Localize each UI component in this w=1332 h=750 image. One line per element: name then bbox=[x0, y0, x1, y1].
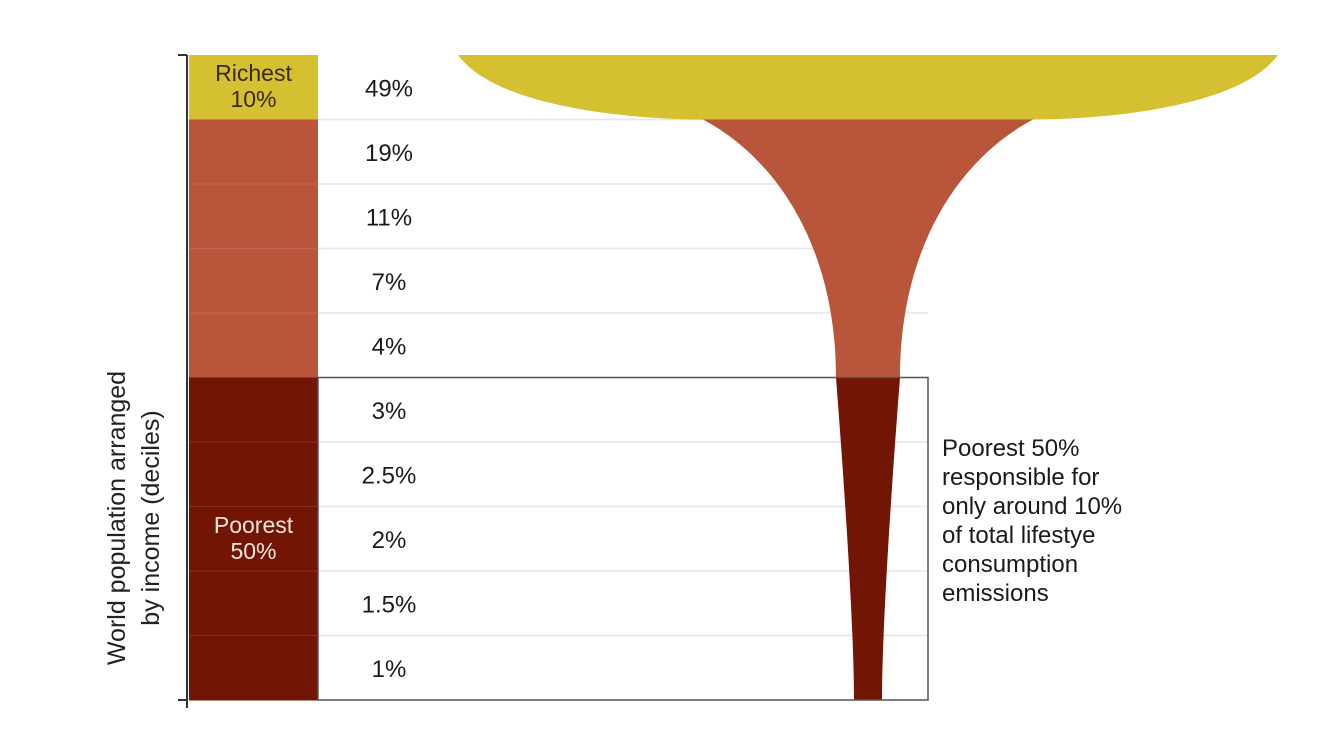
poorest-annotation: Poorest 50% responsible for only around … bbox=[942, 435, 1123, 607]
decile-band bbox=[189, 635, 318, 701]
funnel-segment-poorest bbox=[836, 377, 900, 700]
funnel-segment-middle bbox=[703, 119, 1033, 378]
value-labels: 49% 19% 11% 7% 4% 3% 2.5% 2% 1.5% 1% bbox=[362, 75, 417, 683]
decile-band bbox=[189, 442, 318, 507]
y-axis-label: World population arranged by income (dec… bbox=[103, 370, 165, 666]
value-label: 1.5% bbox=[362, 591, 417, 618]
decile-band bbox=[189, 313, 318, 378]
decile-band bbox=[189, 506, 318, 572]
value-label: 7% bbox=[372, 269, 407, 296]
decile-bands bbox=[189, 55, 318, 701]
decile-band bbox=[189, 55, 318, 120]
value-label: 4% bbox=[372, 333, 407, 360]
poorest-group-label: Poorest 50% bbox=[213, 512, 294, 564]
value-label: 3% bbox=[372, 398, 407, 425]
value-label: 2.5% bbox=[362, 462, 417, 489]
value-label: 49% bbox=[365, 75, 413, 102]
y-axis bbox=[178, 54, 188, 708]
value-label: 1% bbox=[372, 656, 407, 683]
richest-group-label: Richest 10% bbox=[215, 60, 292, 112]
emissions-funnel bbox=[458, 55, 1278, 700]
value-label: 11% bbox=[366, 204, 412, 231]
poorest-highlight-box bbox=[317, 376, 929, 701]
decile-band bbox=[189, 248, 318, 314]
decile-band bbox=[189, 571, 318, 636]
decile-band bbox=[189, 377, 318, 443]
funnel-segment-richest bbox=[458, 55, 1278, 120]
value-label: 2% bbox=[372, 527, 407, 554]
decile-band bbox=[189, 184, 318, 249]
decile-band bbox=[189, 119, 318, 185]
value-label: 19% bbox=[365, 140, 413, 167]
